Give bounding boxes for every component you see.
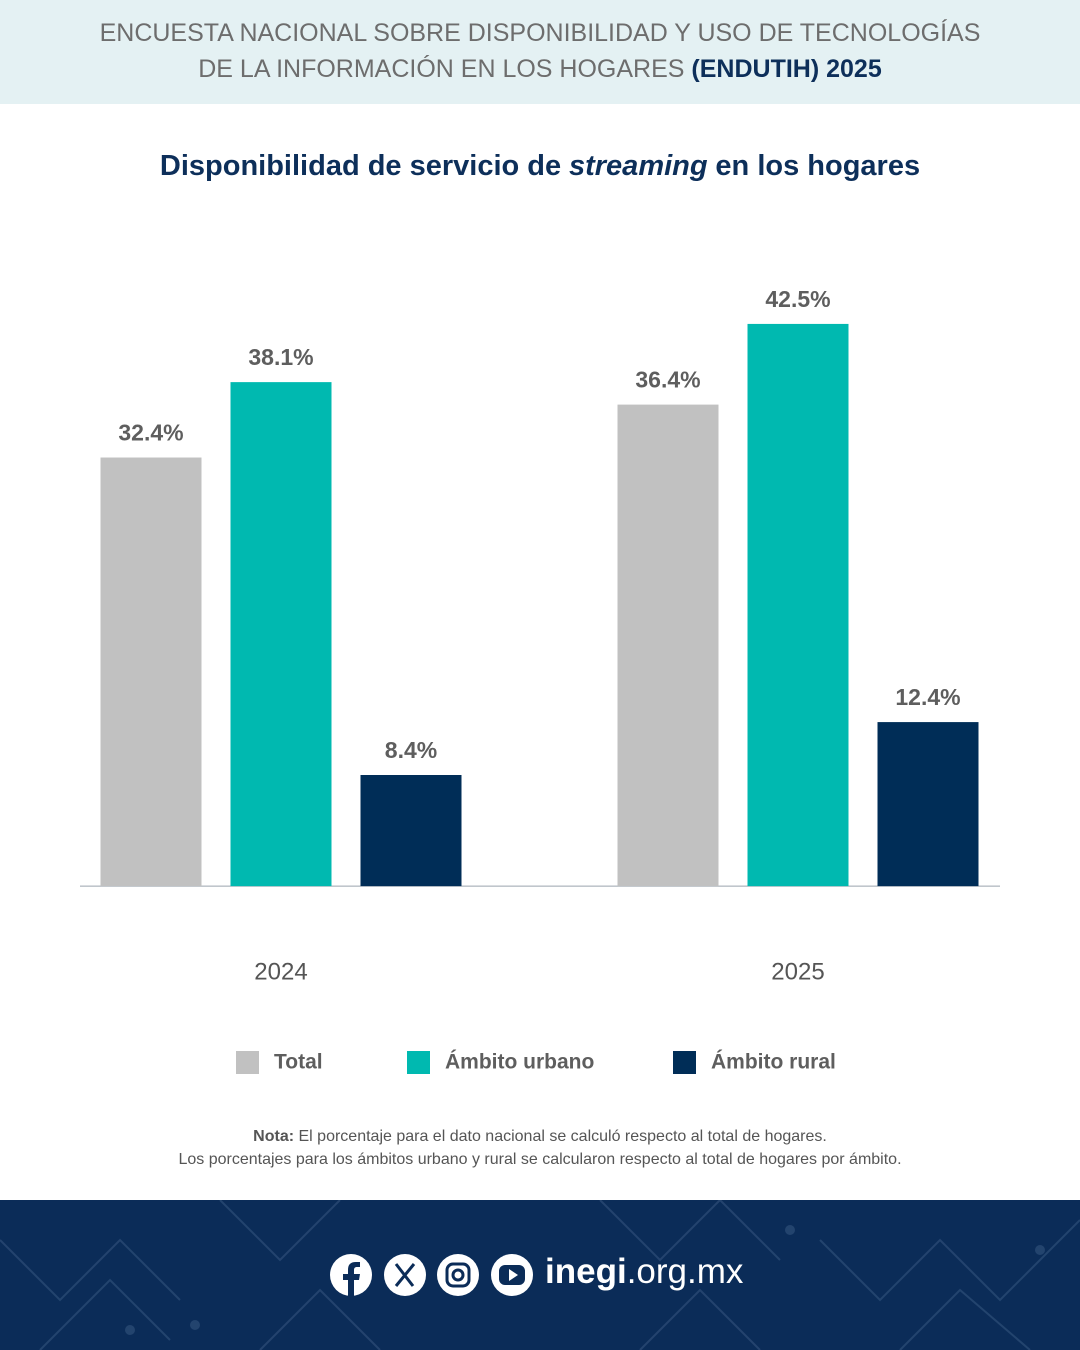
header-text: DE LA INFORMACIÓN EN LOS HOGARES [198, 55, 685, 83]
x-tick-label: 2024 [254, 958, 307, 985]
header: ENCUESTA NACIONAL SOBRE DISPONIBILIDAD Y… [0, 0, 1080, 104]
header-line: DE LA INFORMACIÓN EN LOS HOGARES (ENDUTI… [0, 51, 1080, 87]
x-tick-label: 2025 [771, 958, 824, 985]
title-part: Disponibilidad de servicio de [159, 150, 562, 182]
bar [100, 457, 202, 887]
chart: 2024 2025 32.4% 36.4% 38.1% 42.5% 8.4% 12.4% Tot… [80, 286, 1000, 1074]
value-label: 36.4% [635, 367, 700, 393]
facebook-glyph [343, 1262, 360, 1296]
bar [360, 775, 462, 887]
note-line: Los porcentajes para los ámbitos urbano … [178, 1151, 902, 1168]
social-icons [330, 1254, 533, 1296]
youtube-play [509, 1269, 518, 1281]
instagram-lens [451, 1268, 465, 1282]
chart-title: Disponibilidad de servicio de streaming en… [0, 150, 1080, 183]
note-text: El porcentaje para el dato nacional se c… [298, 1128, 827, 1145]
legend-swatch [673, 1051, 696, 1074]
legend-swatch [407, 1051, 430, 1074]
legend-label: Total [274, 1051, 323, 1074]
bar [617, 404, 719, 887]
bar [877, 722, 979, 887]
value-label: 42.5% [765, 286, 830, 312]
value-label: 12.4% [895, 684, 960, 710]
bar [747, 323, 849, 887]
bar [230, 382, 332, 887]
footer-art [0, 1200, 1080, 1350]
instagram-icon[interactable] [437, 1254, 479, 1296]
x-glyph [394, 1263, 416, 1287]
note: Nota: El porcentaje para el dato naciona… [0, 1125, 1080, 1171]
header-bold: (ENDUTIH) 2025 [691, 55, 882, 83]
instagram-glyph [445, 1262, 471, 1288]
note-label: Nota: [253, 1128, 295, 1145]
website[interactable]: inegi.org.mx [545, 1252, 743, 1292]
website-bold: inegi [545, 1252, 627, 1291]
legend-swatch [236, 1051, 259, 1074]
website-rest: .org.mx [626, 1252, 744, 1291]
footer: inegi.org.mx [0, 1200, 1080, 1350]
legend-label: Ámbito rural [711, 1051, 836, 1074]
value-label: 38.1% [248, 344, 313, 370]
note-line: Nota: El porcentaje para el dato naciona… [0, 1125, 1080, 1148]
footer-pattern [0, 1200, 1080, 1350]
title-part: en los hogares [715, 150, 921, 182]
title-part: streaming [568, 150, 708, 182]
value-label: 32.4% [118, 420, 183, 446]
header-line: ENCUESTA NACIONAL SOBRE DISPONIBILIDAD Y… [99, 19, 981, 47]
legend-label: Ámbito urbano [445, 1051, 594, 1074]
value-label: 8.4% [385, 737, 437, 763]
